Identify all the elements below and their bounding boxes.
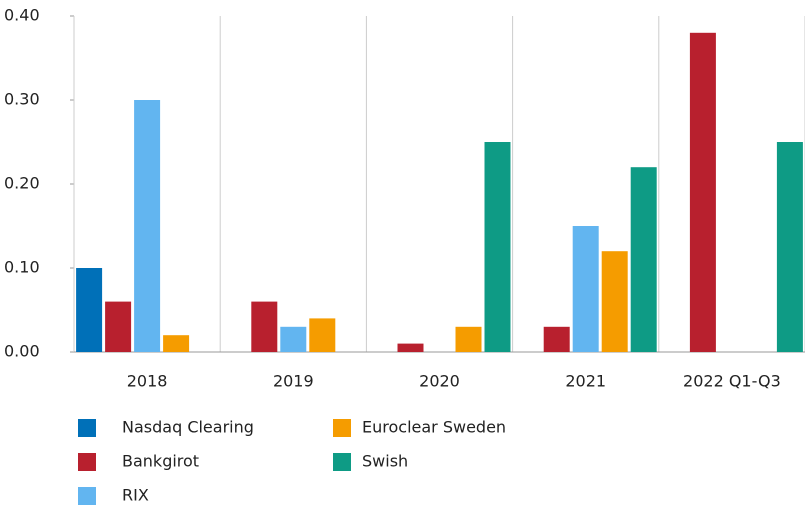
y-tick-label: 0.30 xyxy=(4,90,40,109)
x-tick-label: 2018 xyxy=(127,372,168,391)
y-tick-label: 0.00 xyxy=(4,342,40,361)
y-tick-label: 0.10 xyxy=(4,258,40,277)
bar xyxy=(309,318,336,352)
legend-label: Nasdaq Clearing xyxy=(122,418,254,437)
bar xyxy=(455,326,482,352)
legend-swatch xyxy=(78,487,96,505)
legend-label: RIX xyxy=(122,486,149,505)
bar xyxy=(543,326,570,352)
x-tick-label: 2021 xyxy=(565,372,606,391)
bar xyxy=(397,343,424,352)
bar xyxy=(280,326,307,352)
x-tick-label: 2022 Q1-Q3 xyxy=(683,372,781,391)
bar xyxy=(572,226,599,352)
legend-swatch xyxy=(333,419,351,437)
bar xyxy=(251,301,278,352)
bar xyxy=(601,251,628,352)
bar xyxy=(105,301,132,352)
bar xyxy=(163,335,190,352)
legend-label: Bankgirot xyxy=(122,452,199,471)
bar xyxy=(630,167,657,352)
bar xyxy=(776,142,803,352)
y-tick-label: 0.20 xyxy=(4,174,40,193)
x-tick-label: 2019 xyxy=(273,372,314,391)
legend-swatch xyxy=(78,453,96,471)
bar xyxy=(484,142,511,352)
bar xyxy=(76,268,103,352)
bar xyxy=(134,100,161,352)
bar xyxy=(689,32,716,353)
legend-label: Euroclear Sweden xyxy=(362,418,506,437)
legend-swatch xyxy=(333,453,351,471)
y-tick-label: 0.40 xyxy=(4,6,40,25)
legend-swatch xyxy=(78,419,96,437)
legend-label: Swish xyxy=(362,452,408,471)
x-tick-label: 2020 xyxy=(419,372,460,391)
